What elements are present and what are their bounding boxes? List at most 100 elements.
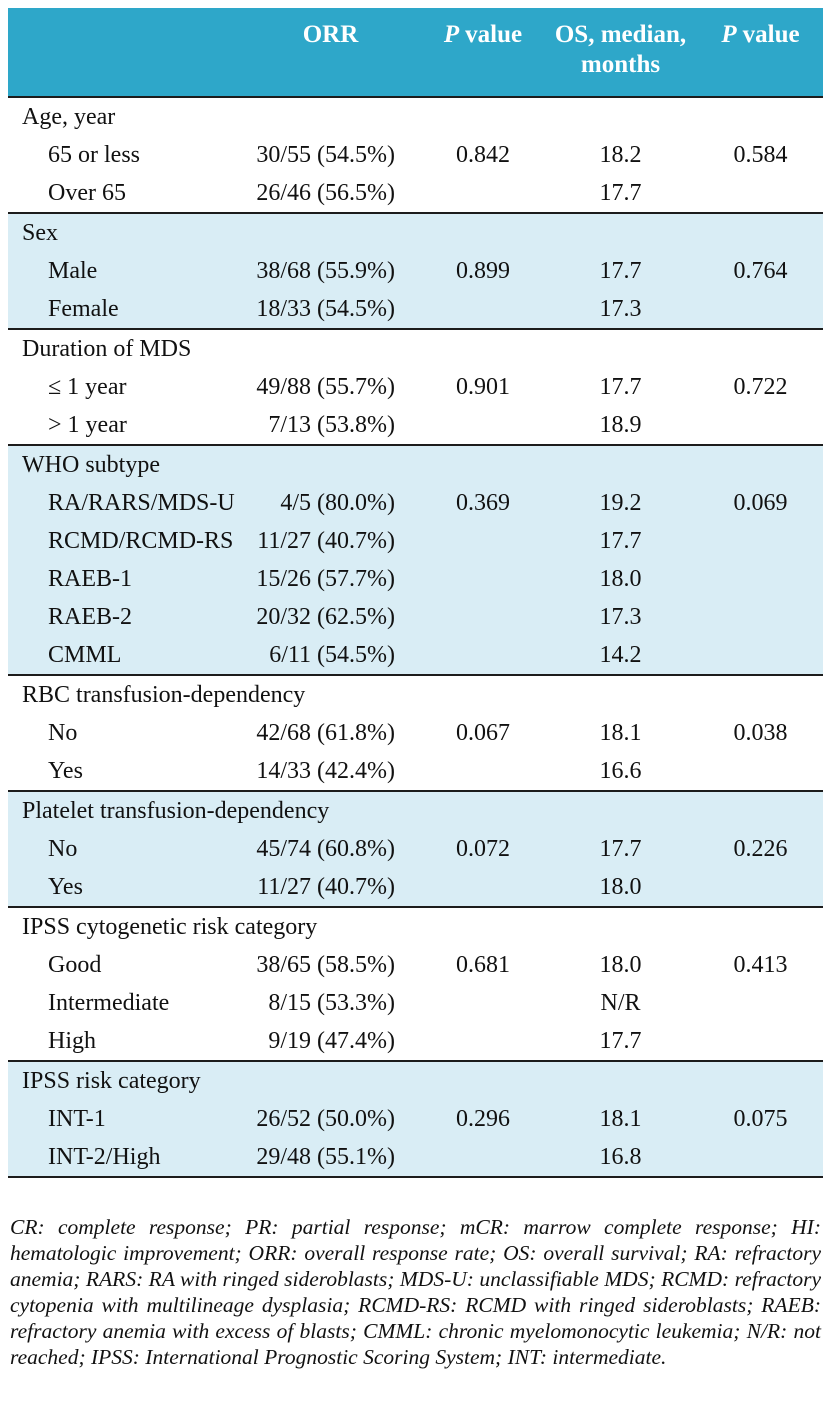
os-p-value-cell: 0.038 xyxy=(698,714,823,752)
orr-cell: 18/33 (54.5%) xyxy=(238,290,423,329)
table-row: INT-1 26/52 (50.0%) 0.296 18.1 0.075 xyxy=(8,1100,823,1138)
group-label: Sex xyxy=(8,212,823,252)
p-value-cell xyxy=(423,636,543,675)
table-row: RCMD/RCMD-RS 11/27 (40.7%) 17.7 xyxy=(8,522,823,560)
row-label-cell: CMML xyxy=(8,636,238,675)
os-median-cell: 17.3 xyxy=(543,598,698,636)
os-p-value-cell: 0.075 xyxy=(698,1100,823,1138)
table-row: RAEB-2 20/32 (62.5%) 17.3 xyxy=(8,598,823,636)
abbreviations-footnote: CR: complete response; PR: partial respo… xyxy=(10,1214,821,1369)
os-p-value-cell xyxy=(698,290,823,329)
orr-cell: 15/26 (57.7%) xyxy=(238,560,423,598)
os-p-value-cell xyxy=(698,1138,823,1177)
os-p-value-cell xyxy=(698,984,823,1022)
col-header-orr: ORR xyxy=(238,8,423,98)
os-p-value-cell: 0.722 xyxy=(698,368,823,406)
table-row: Over 65 26/46 (56.5%) 17.7 xyxy=(8,174,823,213)
os-median-cell: 18.9 xyxy=(543,406,698,445)
row-label-cell: RA/RARS/MDS-U xyxy=(8,484,238,522)
orr-cell: 49/88 (55.7%) xyxy=(238,368,423,406)
os-median-cell: 17.7 xyxy=(543,830,698,868)
group-header-row: WHO subtype xyxy=(8,444,823,484)
os-median-cell: 17.7 xyxy=(543,1022,698,1061)
row-label-cell: No xyxy=(8,714,238,752)
p-value-cell xyxy=(423,406,543,445)
row-label-cell: > 1 year xyxy=(8,406,238,445)
table-row: Yes 11/27 (40.7%) 18.0 xyxy=(8,868,823,907)
group-header-row: IPSS cytogenetic risk category xyxy=(8,906,823,946)
p-word-label: value xyxy=(465,21,523,48)
os-median-cell: N/R xyxy=(543,984,698,1022)
orr-cell: 8/15 (53.3%) xyxy=(238,984,423,1022)
group-header-row: Duration of MDS xyxy=(8,328,823,368)
orr-cell: 11/27 (40.7%) xyxy=(238,522,423,560)
os-median-cell: 17.7 xyxy=(543,252,698,290)
p-value-cell xyxy=(423,174,543,213)
orr-cell: 38/68 (55.9%) xyxy=(238,252,423,290)
group-label: Duration of MDS xyxy=(8,328,823,368)
group-label: Age, year xyxy=(8,96,823,136)
table-row: Female 18/33 (54.5%) 17.3 xyxy=(8,290,823,329)
os-p-value-cell: 0.584 xyxy=(698,136,823,174)
os-p-value-cell xyxy=(698,598,823,636)
os-p-value-cell xyxy=(698,1022,823,1061)
orr-cell: 38/65 (58.5%) xyxy=(238,946,423,984)
row-label-cell: INT-2/High xyxy=(8,1138,238,1177)
os-median-cell: 18.2 xyxy=(543,136,698,174)
group-label: Platelet transfusion-dependency xyxy=(8,790,823,830)
row-label-cell: Good xyxy=(8,946,238,984)
group-header-row: Age, year xyxy=(8,96,823,136)
orr-cell: 26/46 (56.5%) xyxy=(238,174,423,213)
orr-cell: 7/13 (53.8%) xyxy=(238,406,423,445)
p-value-cell: 0.842 xyxy=(423,136,543,174)
p-value-cell: 0.067 xyxy=(423,714,543,752)
p-value-cell xyxy=(423,1022,543,1061)
p-value-cell xyxy=(423,1138,543,1177)
table-row: 65 or less 30/55 (54.5%) 0.842 18.2 0.584 xyxy=(8,136,823,174)
os-p-value-cell: 0.764 xyxy=(698,252,823,290)
os-median-cell: 19.2 xyxy=(543,484,698,522)
os-median-cell: 18.1 xyxy=(543,1100,698,1138)
os-p-value-cell xyxy=(698,868,823,907)
row-label-cell: No xyxy=(8,830,238,868)
group-label: IPSS cytogenetic risk category xyxy=(8,906,823,946)
os-median-cell: 16.6 xyxy=(543,752,698,791)
os-median-cell: 17.7 xyxy=(543,522,698,560)
row-label-cell: High xyxy=(8,1022,238,1061)
os-median-cell: 18.0 xyxy=(543,560,698,598)
orr-cell: 45/74 (60.8%) xyxy=(238,830,423,868)
orr-cell: 26/52 (50.0%) xyxy=(238,1100,423,1138)
table-row: > 1 year 7/13 (53.8%) 18.9 xyxy=(8,406,823,445)
table-row: High 9/19 (47.4%) 17.7 xyxy=(8,1022,823,1061)
orr-cell: 4/5 (80.0%) xyxy=(238,484,423,522)
table-row: Male 38/68 (55.9%) 0.899 17.7 0.764 xyxy=(8,252,823,290)
table-row: ≤ 1 year 49/88 (55.7%) 0.901 17.7 0.722 xyxy=(8,368,823,406)
group-header-row: Sex xyxy=(8,212,823,252)
table-row: INT-2/High 29/48 (55.1%) 16.8 xyxy=(8,1138,823,1177)
group-header-row: IPSS risk category xyxy=(8,1060,823,1100)
row-label-cell: Yes xyxy=(8,868,238,907)
orr-cell: 42/68 (61.8%) xyxy=(238,714,423,752)
table-row: Good 38/65 (58.5%) 0.681 18.0 0.413 xyxy=(8,946,823,984)
p-italic-label: P xyxy=(721,21,737,48)
os-p-value-cell xyxy=(698,522,823,560)
os-median-cell: 18.0 xyxy=(543,946,698,984)
col-header-os-median: OS, median, months xyxy=(543,8,698,98)
os-median-cell: 17.3 xyxy=(543,290,698,329)
p-value-cell xyxy=(423,868,543,907)
p-value-cell: 0.899 xyxy=(423,252,543,290)
p-value-cell: 0.901 xyxy=(423,368,543,406)
table-body: Age, year 65 or less 30/55 (54.5%) 0.842 18.… xyxy=(8,96,823,1177)
os-median-cell: 17.7 xyxy=(543,368,698,406)
row-label-cell: INT-1 xyxy=(8,1100,238,1138)
col-header-empty xyxy=(8,8,238,98)
p-word-label: value xyxy=(742,21,800,48)
row-label-cell: Yes xyxy=(8,752,238,791)
p-value-cell: 0.681 xyxy=(423,946,543,984)
row-label-cell: RCMD/RCMD-RS xyxy=(8,522,238,560)
orr-cell: 14/33 (42.4%) xyxy=(238,752,423,791)
os-median-cell: 16.8 xyxy=(543,1138,698,1177)
